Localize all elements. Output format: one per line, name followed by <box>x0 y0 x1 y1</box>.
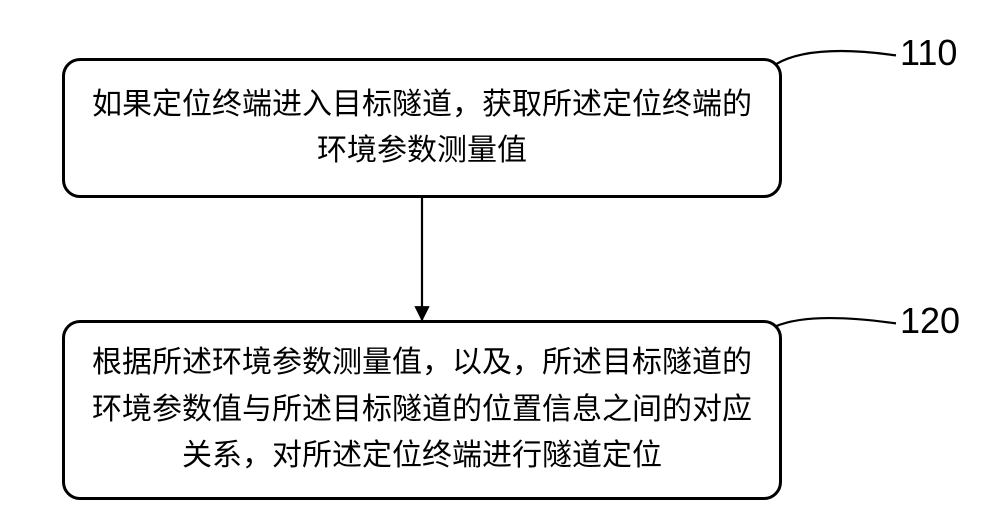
callout-l1 <box>776 51 896 64</box>
reference-label-110: 110 <box>900 32 957 74</box>
diagram-canvas: 如果定位终端进入目标隧道，获取所述定位终端的 环境参数测量值根据所述环境参数测量… <box>0 0 1000 527</box>
reference-label-120: 120 <box>900 300 960 342</box>
node-text: 如果定位终端进入目标隧道，获取所述定位终端的 环境参数测量值 <box>65 82 779 175</box>
flow-node-step-1: 如果定位终端进入目标隧道，获取所述定位终端的 环境参数测量值 <box>62 58 782 198</box>
node-text: 根据所述环境参数测量值，以及，所述目标隧道的 环境参数值与所述目标隧道的位置信息… <box>65 340 779 480</box>
callout-l2 <box>776 318 896 326</box>
flow-node-step-2: 根据所述环境参数测量值，以及，所述目标隧道的 环境参数值与所述目标隧道的位置信息… <box>62 320 782 500</box>
